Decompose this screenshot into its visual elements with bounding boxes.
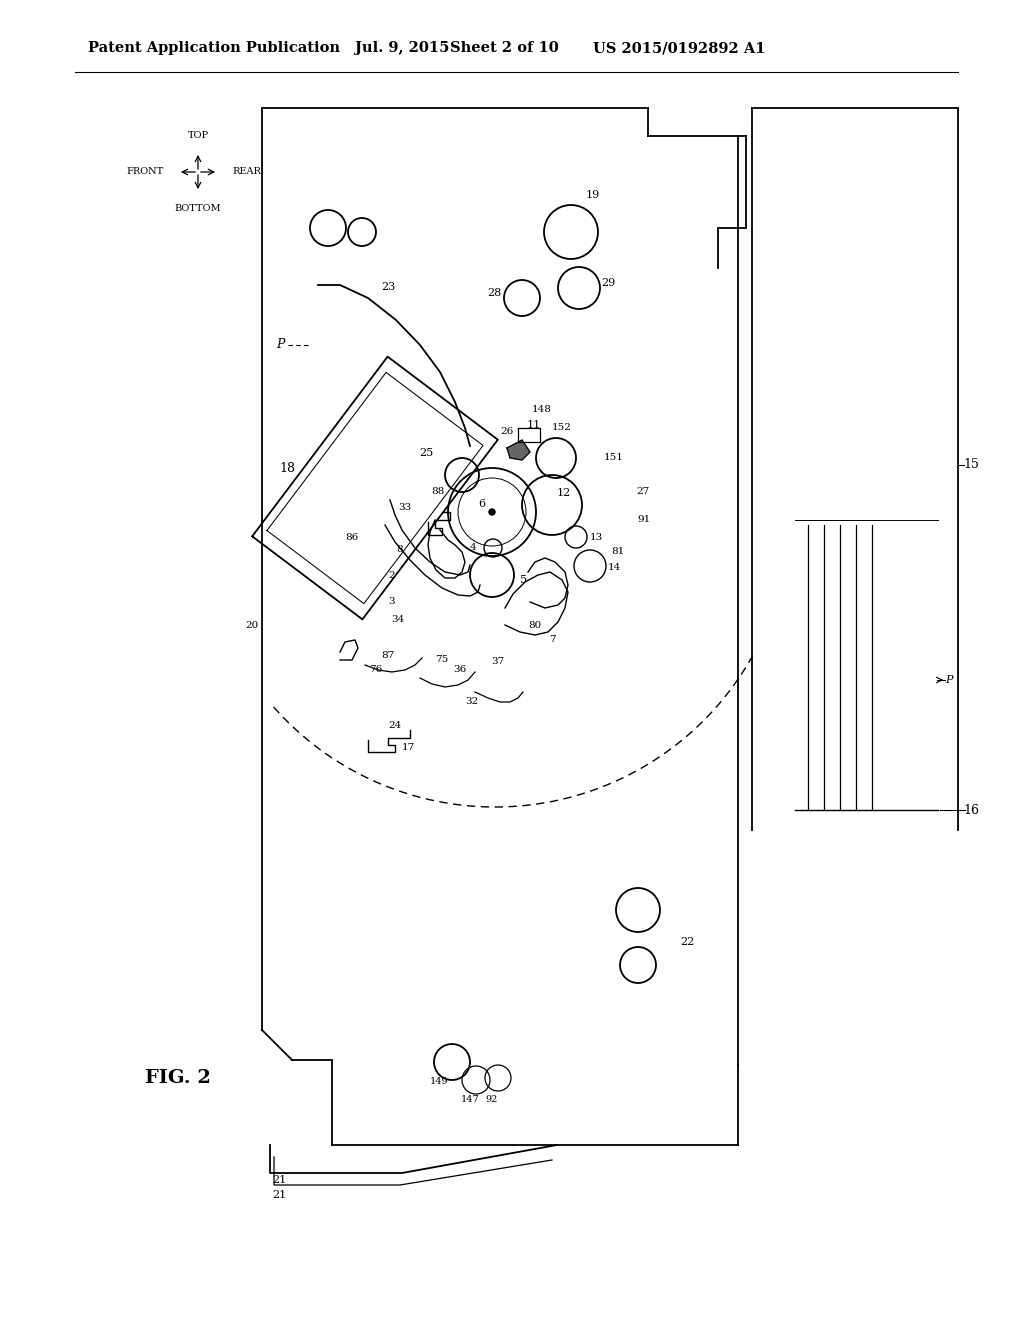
Text: 151: 151: [604, 454, 624, 462]
Text: 92: 92: [485, 1096, 499, 1104]
Text: 36: 36: [454, 665, 467, 675]
Text: 25: 25: [420, 447, 434, 458]
Text: 14: 14: [608, 564, 622, 573]
Text: Patent Application Publication: Patent Application Publication: [88, 41, 340, 55]
Text: FIG. 2: FIG. 2: [145, 1069, 211, 1086]
Text: 91: 91: [637, 516, 650, 524]
Text: 23: 23: [381, 282, 395, 292]
Text: 2: 2: [389, 572, 395, 581]
Text: 19: 19: [586, 190, 600, 201]
Text: P: P: [276, 338, 285, 351]
Circle shape: [489, 510, 495, 515]
Text: BOTTOM: BOTTOM: [175, 205, 221, 213]
Text: 32: 32: [465, 697, 478, 706]
Text: 11: 11: [527, 420, 541, 430]
Text: 87: 87: [381, 651, 394, 660]
Polygon shape: [507, 440, 530, 459]
Text: 76: 76: [370, 665, 383, 675]
Text: 8: 8: [396, 545, 403, 554]
Text: 20: 20: [246, 620, 259, 630]
Text: 88: 88: [431, 487, 444, 496]
Text: 4: 4: [470, 544, 476, 553]
Text: 152: 152: [552, 424, 572, 433]
Text: Jul. 9, 2015: Jul. 9, 2015: [355, 41, 450, 55]
Text: 15: 15: [963, 458, 979, 471]
Text: 6: 6: [478, 499, 485, 510]
Text: 81: 81: [611, 548, 625, 557]
Text: 12: 12: [557, 488, 571, 498]
Text: 21: 21: [272, 1175, 287, 1185]
Text: 22: 22: [680, 937, 694, 946]
Text: 75: 75: [435, 656, 449, 664]
Text: 37: 37: [492, 657, 505, 667]
Text: TOP: TOP: [187, 131, 209, 140]
Text: 33: 33: [398, 503, 412, 512]
Text: P: P: [945, 675, 952, 685]
Text: 147: 147: [461, 1096, 479, 1104]
Text: FRONT: FRONT: [127, 168, 164, 177]
Text: 7: 7: [549, 635, 555, 644]
Text: 26: 26: [501, 426, 514, 436]
Text: 29: 29: [601, 279, 615, 288]
Text: 24: 24: [388, 721, 401, 730]
Text: 86: 86: [345, 533, 358, 543]
Text: 5: 5: [520, 576, 527, 585]
Text: Sheet 2 of 10: Sheet 2 of 10: [450, 41, 559, 55]
Text: 28: 28: [487, 288, 502, 298]
Text: 148: 148: [532, 405, 552, 414]
Text: 17: 17: [401, 743, 415, 752]
Text: 18: 18: [279, 462, 295, 474]
Text: US 2015/0192892 A1: US 2015/0192892 A1: [593, 41, 766, 55]
Text: 3: 3: [389, 598, 395, 606]
Text: 149: 149: [429, 1077, 449, 1086]
Text: 27: 27: [636, 487, 649, 496]
Text: REAR: REAR: [232, 168, 261, 177]
Text: 34: 34: [391, 615, 404, 624]
Text: 80: 80: [528, 620, 542, 630]
Text: 21: 21: [272, 1191, 287, 1200]
Text: 16: 16: [963, 804, 979, 817]
Text: 13: 13: [590, 532, 603, 541]
